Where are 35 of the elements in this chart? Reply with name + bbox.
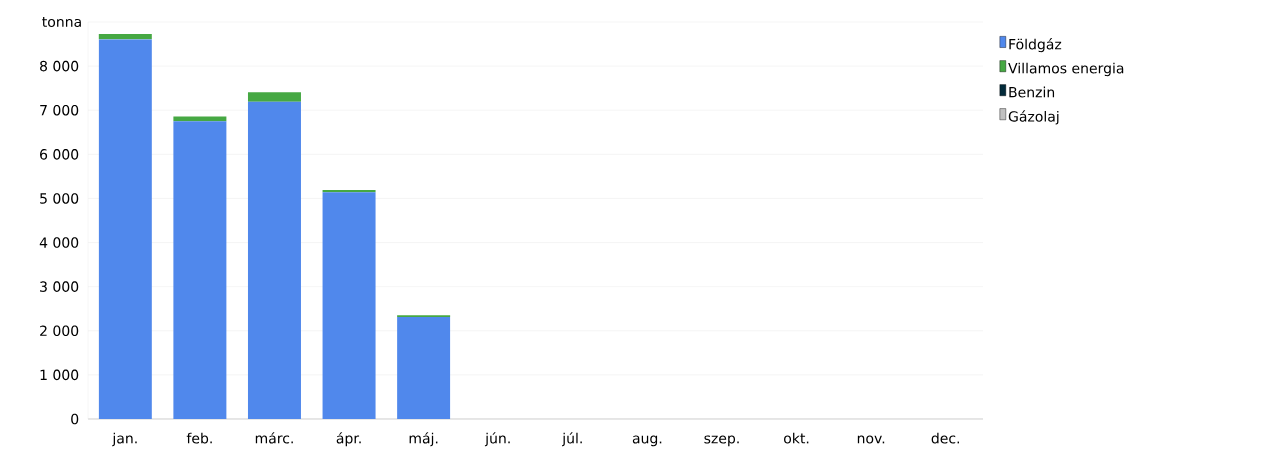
y-tick-label: 6 000 bbox=[40, 149, 79, 160]
bar bbox=[98, 33, 152, 40]
legend-label: Gázolaj bbox=[1008, 110, 1059, 125]
legend-label: Benzin bbox=[1009, 86, 1055, 98]
x-tick-label: márc. bbox=[255, 432, 293, 444]
x-tick-label: júl. bbox=[562, 432, 582, 447]
y-tick-label: 7 000 bbox=[40, 104, 79, 116]
x-tick-label: jan. bbox=[112, 432, 137, 447]
y-tick-label: 4 000 bbox=[39, 237, 79, 248]
bar bbox=[98, 39, 152, 419]
x-tick-label: máj. bbox=[409, 432, 438, 447]
bar bbox=[247, 92, 301, 102]
x-tick-label: feb. bbox=[186, 432, 212, 444]
x-tick-label: nov. bbox=[857, 435, 885, 444]
bar bbox=[322, 190, 376, 193]
y-tick-label: 2 000 bbox=[40, 325, 79, 337]
x-tick-label: dec. bbox=[931, 432, 960, 444]
x-tick-label: ápr. bbox=[336, 432, 361, 447]
legend-label: Villamos energia bbox=[1008, 62, 1124, 77]
y-tick-label: 5 000 bbox=[40, 193, 79, 204]
y-tick-label: 3 000 bbox=[40, 281, 79, 292]
bar bbox=[173, 116, 227, 122]
x-tick-label: jún. bbox=[484, 432, 510, 447]
bar bbox=[322, 192, 376, 419]
y-axis-title: tonna bbox=[42, 16, 81, 28]
x-tick-label: aug. bbox=[632, 435, 662, 447]
y-tick-label: 8 000 bbox=[40, 60, 79, 72]
bar bbox=[173, 121, 227, 419]
bar bbox=[397, 317, 451, 419]
y-tick-label: 0 bbox=[71, 413, 79, 425]
bar bbox=[247, 101, 301, 419]
x-tick-label: okt. bbox=[784, 432, 809, 444]
x-tick-label: szep. bbox=[704, 435, 739, 447]
y-tick-label: 1 000 bbox=[40, 369, 79, 381]
legend-label: Földgáz bbox=[1009, 38, 1062, 53]
